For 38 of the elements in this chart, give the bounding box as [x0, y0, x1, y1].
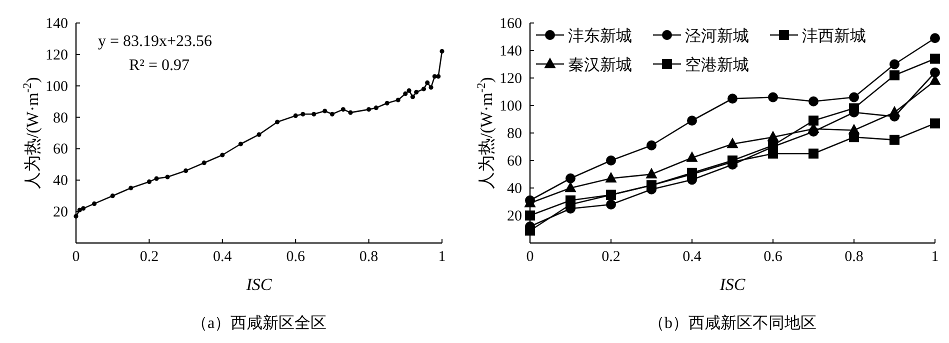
y-tick-label: 120	[46, 47, 68, 64]
y-tick-label: 80	[507, 126, 522, 142]
x-tick-label: 0.4	[682, 249, 702, 265]
x-tick-label: 0.4	[213, 249, 232, 265]
legend-label: 沣东新城	[568, 27, 632, 45]
x-axis-title: ISC	[718, 275, 746, 294]
legend-label: 空港新城	[685, 56, 749, 74]
legend-label: 秦汉新城	[568, 56, 632, 74]
y-tick-label: 20	[507, 208, 522, 224]
legend-label: 泾河新城	[685, 27, 749, 45]
y-tick-label: 120	[500, 71, 522, 87]
y-tick-label: 140	[46, 16, 68, 32]
x-axis-title: ISC	[245, 275, 272, 294]
x-tick-label: 0	[72, 249, 80, 265]
x-tick-label: 1	[438, 249, 446, 265]
x-tick-label: 0.8	[359, 249, 378, 265]
y-tick-label: 160	[500, 16, 522, 32]
x-tick-label: 0.6	[286, 249, 306, 265]
x-tick-label: 0.8	[844, 249, 864, 265]
legend-label: 沣西新城	[802, 27, 866, 45]
y-tick-label: 100	[500, 98, 522, 114]
x-tick-label: 0.2	[140, 249, 159, 265]
y-tick-label: 140	[500, 44, 522, 60]
text: （a）西咸新区全区	[191, 314, 327, 332]
x-tick-label: 1	[931, 249, 939, 265]
x-tick-label: 0	[526, 249, 534, 265]
y-tick-label: 20	[53, 204, 68, 221]
y-tick-label: 40	[53, 173, 68, 190]
x-tick-label: 0.6	[764, 249, 783, 265]
annotation: y = 83.19x+23.56	[98, 33, 212, 50]
x-tick-label: 0.2	[602, 249, 620, 265]
y-tick-label: 100	[46, 78, 68, 95]
annotation: R² = 0.97	[129, 57, 190, 74]
y-tick-label: 60	[507, 154, 522, 170]
y-tick-label: 40	[507, 181, 522, 197]
y-tick-label: 80	[53, 110, 68, 126]
y-tick-label: 60	[53, 142, 68, 158]
text: （b）西咸新区不同地区	[648, 314, 816, 332]
